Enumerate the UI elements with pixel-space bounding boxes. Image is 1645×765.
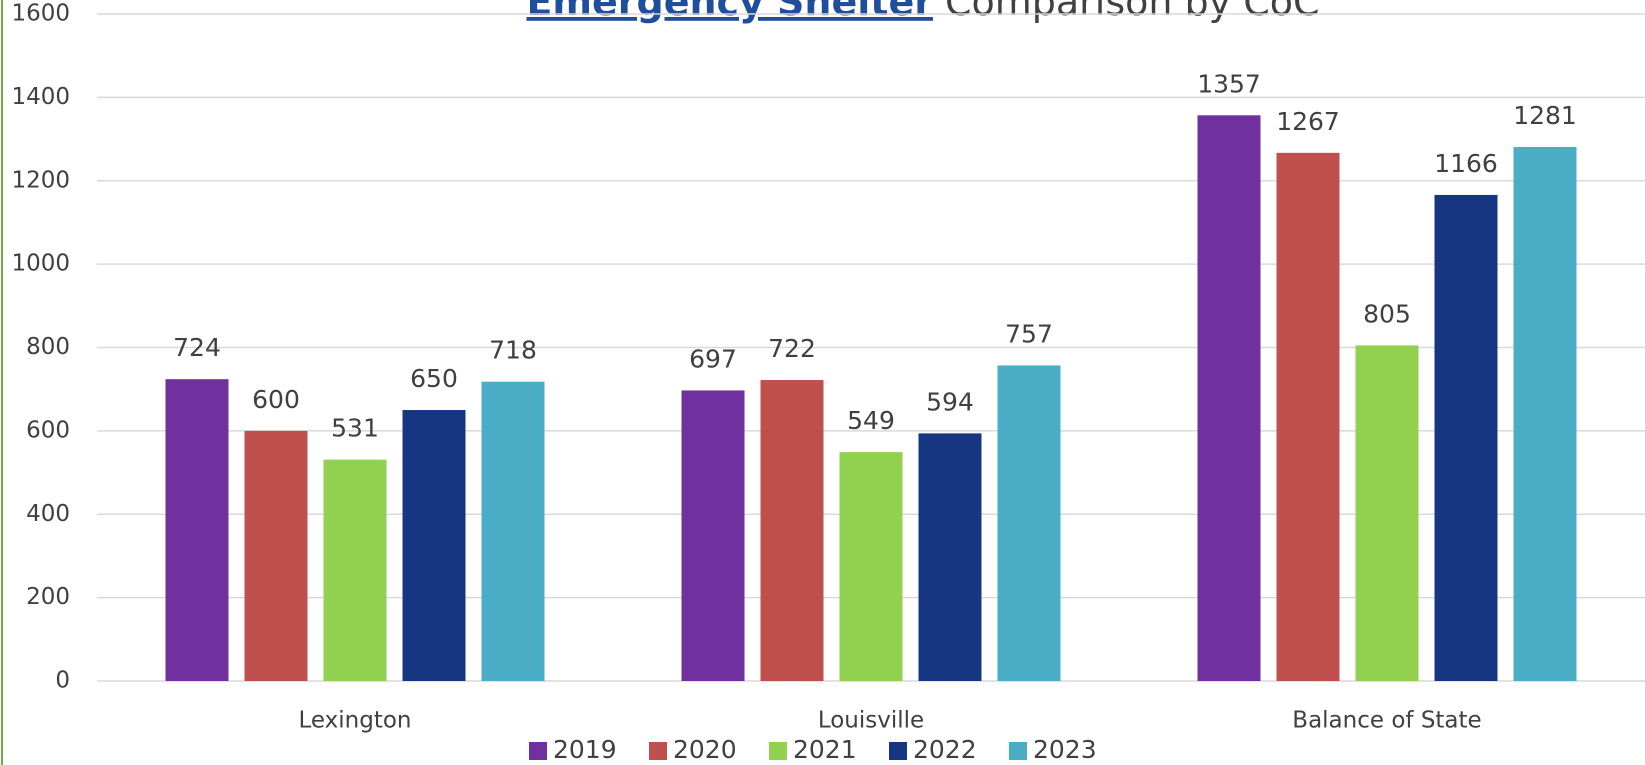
y-tick-label: 400 <box>26 501 70 527</box>
bar <box>760 380 824 681</box>
legend-label: 2022 <box>913 735 977 764</box>
x-tick-label: Louisville <box>818 708 924 734</box>
data-label: 722 <box>768 334 816 363</box>
y-tick-label: 1600 <box>11 1 70 27</box>
title-rest: Comparison by CoC <box>945 0 1320 24</box>
bar <box>997 365 1061 681</box>
data-label: 650 <box>410 364 458 393</box>
bar <box>165 379 229 681</box>
y-tick-label: 600 <box>26 417 70 443</box>
data-label: 1166 <box>1434 149 1498 178</box>
data-label: 718 <box>489 336 537 365</box>
data-label: 1357 <box>1197 69 1261 98</box>
legend-label: 2019 <box>553 735 617 764</box>
y-tick-label: 200 <box>26 584 70 610</box>
bar <box>244 430 308 681</box>
data-label: 724 <box>173 333 221 362</box>
bar <box>681 390 745 681</box>
data-label: 805 <box>1363 299 1411 328</box>
legend-swatch <box>769 742 787 760</box>
data-label: 549 <box>847 406 895 435</box>
bar <box>1355 345 1419 681</box>
legend-swatch <box>1009 742 1027 760</box>
bar <box>323 459 387 681</box>
data-label: 531 <box>331 414 379 443</box>
legend-swatch <box>529 742 547 760</box>
data-label: 697 <box>689 344 737 373</box>
data-label: 594 <box>926 387 974 416</box>
y-tick-label: 1400 <box>11 84 70 110</box>
bar <box>918 433 982 681</box>
x-tick-label: Balance of State <box>1292 708 1481 734</box>
x-tick-label: Lexington <box>298 708 411 734</box>
legend-swatch <box>889 742 907 760</box>
bar <box>402 410 466 681</box>
bar <box>1434 194 1498 681</box>
y-tick-label: 0 <box>55 668 70 694</box>
y-tick-label: 800 <box>26 334 70 360</box>
legend-label: 2020 <box>673 735 737 764</box>
y-tick-label: 1000 <box>11 251 70 277</box>
bar <box>1276 152 1340 681</box>
bar <box>1513 146 1577 681</box>
data-label: 600 <box>252 385 300 414</box>
bar <box>481 381 545 681</box>
legend-swatch <box>649 742 667 760</box>
bar <box>1197 115 1261 681</box>
data-label: 1281 <box>1513 101 1577 130</box>
chart-title: Emergency Shelter Comparison by CoC <box>526 0 1319 24</box>
data-label: 757 <box>1005 319 1053 348</box>
data-label: 1267 <box>1276 107 1340 136</box>
legend-label: 2021 <box>793 735 857 764</box>
title-highlight: Emergency Shelter <box>526 0 933 24</box>
y-tick-label: 1200 <box>11 167 70 193</box>
bar <box>839 452 903 681</box>
legend-label: 2023 <box>1033 735 1097 764</box>
